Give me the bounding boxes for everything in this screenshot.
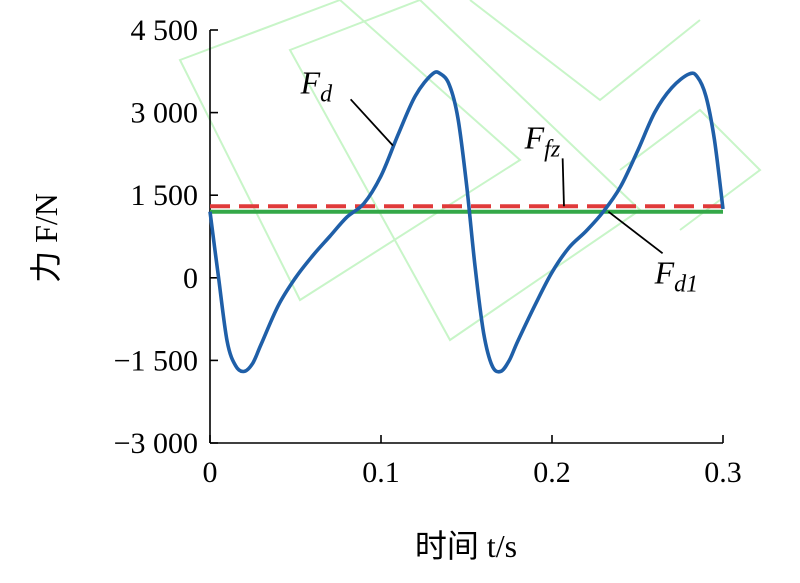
series-label-main: F: [524, 119, 545, 155]
series-label: Fd1: [654, 254, 699, 297]
y-axis-title: 力 F/N: [28, 193, 64, 283]
x-axis-title: 时间 t/s: [415, 528, 517, 564]
x-tick-label: 0: [203, 456, 218, 489]
series-label: Ffz: [524, 119, 561, 162]
annotation-fd1: Fd1: [607, 211, 699, 297]
y-tick-label: 4 500: [131, 14, 199, 47]
series-label-sub: d1: [674, 271, 698, 297]
leader-line: [561, 158, 565, 207]
series-label: Fd: [300, 64, 334, 107]
annotation-fd: Fd: [300, 64, 394, 147]
x-tick-label: 0.2: [533, 456, 571, 489]
series-label-main: F: [654, 254, 675, 290]
series-label-main: F: [300, 64, 321, 100]
x-tick-label: 0.3: [704, 456, 742, 489]
y-tick-label: −3 000: [114, 427, 198, 460]
series-label-sub: fz: [544, 136, 561, 162]
leader-line: [607, 211, 664, 255]
series-layer: [208, 70, 725, 374]
annotation-ffz: Ffz: [524, 119, 565, 207]
x-tick-label: 0.1: [362, 456, 400, 489]
y-tick-label: −1 500: [114, 344, 198, 377]
y-tick-label: 0: [183, 262, 198, 295]
leader-line: [349, 98, 394, 147]
series-line-fd: [208, 70, 725, 374]
y-tick-label: 1 500: [131, 179, 199, 212]
series-label-sub: d: [320, 81, 333, 107]
y-tick-label: 3 000: [131, 97, 199, 130]
watermark: [178, 0, 762, 342]
